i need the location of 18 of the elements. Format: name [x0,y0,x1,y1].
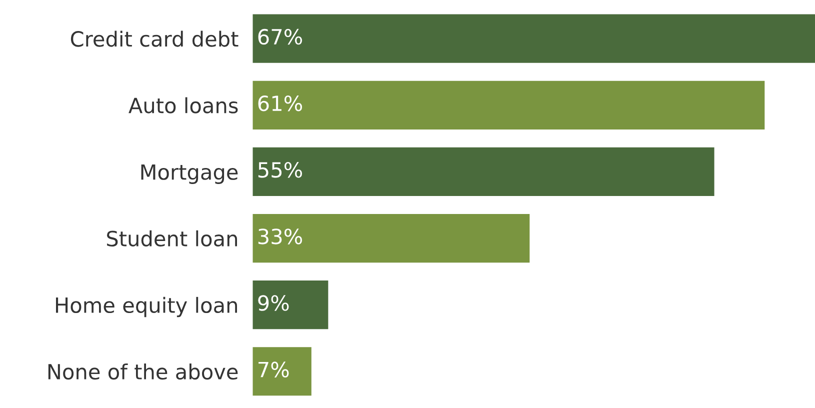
bar [252,347,312,396]
data-label: 33% [258,228,302,244]
y-tick-label: Auto loans [128,97,238,114]
data-label: 55% [258,162,302,178]
data-label: 67% [258,28,302,45]
bar [252,14,815,63]
bar [252,80,765,130]
bar [252,214,530,263]
bar [252,147,714,196]
y-tick-label: None of the above [48,363,238,380]
y-tick-label: Student loan [106,230,237,246]
data-label: 61% [258,95,302,112]
data-label: 9% [258,295,289,311]
bar [252,280,328,330]
y-tick-label: Home equity loan [56,296,237,318]
y-tick-label: Credit card debt [70,30,238,47]
data-label: 7% [258,362,289,378]
y-tick-label: Mortgage [141,164,238,184]
